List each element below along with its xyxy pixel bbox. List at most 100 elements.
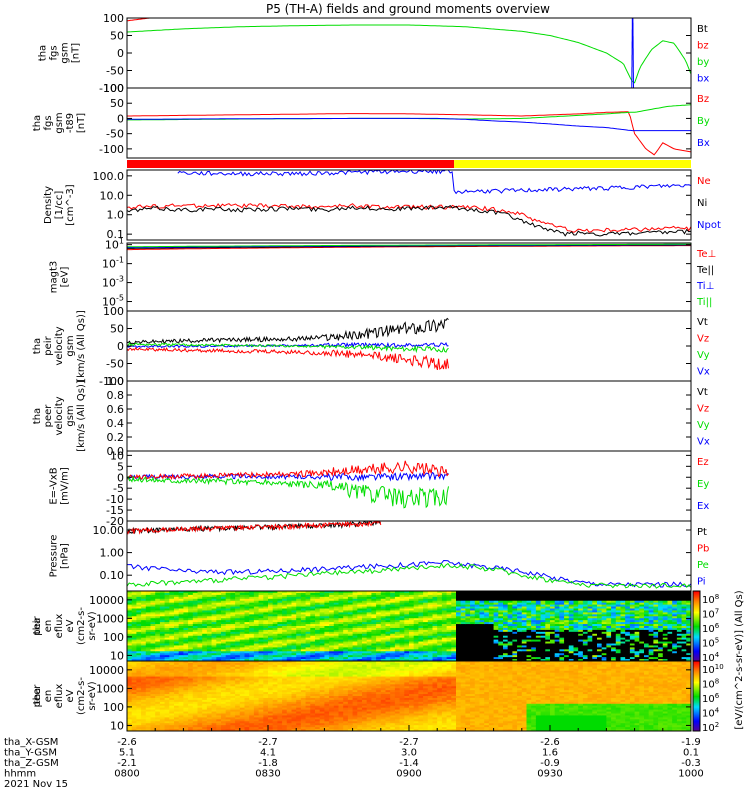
spectrogram-cell [315,653,321,656]
spectrogram-cell [597,655,603,658]
spectrogram-cell [286,655,293,658]
spectrogram-cell [493,637,499,641]
spectrogram-cell [174,635,180,639]
spectrogram-cell [634,594,640,598]
spectrogram-cell [418,633,424,637]
spectrogram-cell [409,600,415,604]
spectrogram-cell [244,629,250,633]
spectrogram-cell [606,614,612,617]
spectrogram-cell [258,612,264,615]
spectrogram-cell [310,651,316,654]
spectrogram-cell [470,620,476,623]
spectrogram-cell [268,591,274,594]
spectrogram-cell [310,612,316,615]
spectrogram-cell [676,610,683,613]
spectrogram-cell [625,659,631,661]
spectrogram-cell [446,659,452,661]
spectrogram-cell [526,594,532,598]
spectrogram-cell [249,651,255,654]
spectrogram-cell [578,624,584,627]
spectrogram-cell [272,635,278,639]
spectrogram-cell [141,723,147,726]
spectrogram-cell [343,639,349,643]
spectrogram-cell [620,637,626,641]
legend-magt3-0: Te⊥ [696,249,716,260]
spectrogram-cell [357,659,363,661]
spectrogram-cell [150,705,156,709]
spectrogram-cell [587,651,593,654]
spectrogram-cell [221,643,227,647]
spectrogram-cell [376,633,382,637]
spectrogram-cell [286,610,293,613]
spectrogram-cell [517,591,523,594]
spectrogram-cell [296,629,302,633]
legend-density-1: Ni [697,198,707,209]
spectrogram-cell [357,598,363,602]
spectrogram-cell [131,639,137,643]
spectrogram-cell [145,668,152,672]
spectrogram-cell [404,598,410,602]
spectrogram-cell [615,651,622,654]
spectrogram-cell [540,616,546,619]
spectrogram-cell [225,653,231,656]
spectrogram-cell [357,639,363,643]
spectrogram-cell [263,598,269,602]
spectrogram-cell [535,627,542,631]
spectrogram-cell [517,631,523,635]
spectrogram-cell [366,596,372,600]
spectrogram-cell [221,639,227,643]
spectrogram-cell [418,651,424,654]
spectrogram-cell [324,629,330,633]
spectrogram-cell [347,643,354,647]
spectrogram-cell [686,647,691,650]
spectrogram-cell [507,633,513,637]
spectrogram-cell [155,643,161,647]
spectrogram-cell [465,622,471,625]
spectrogram-cell [206,653,213,656]
spectrogram-cell [413,592,419,596]
spectrogram-cell [136,624,142,627]
spectrogram-cell [639,624,645,627]
spectrogram-cell [390,614,396,617]
spectrogram-cell [554,659,560,661]
spectrogram-cell [615,643,622,647]
spectrogram-cell [507,598,513,602]
spectrogram-cell [310,604,316,608]
spectrogram-cell [470,655,476,658]
spectrogram-cell [329,602,335,606]
series-magt3-Te⊥ [127,245,691,251]
spectrogram-cell [573,627,579,631]
spectrogram-cell [559,637,565,641]
spectrogram-cell [169,606,175,610]
spectrogram-cell [188,639,194,643]
spectrogram-cell [155,649,161,652]
spectrogram-cell [127,703,133,707]
spectrogram-cell [286,645,293,648]
series-fgs-gsm-t89-Bx [127,117,691,132]
spectrogram-cell [686,591,691,594]
spectrogram-cell [507,657,513,660]
spectrogram-cell [526,620,532,623]
spectrogram-cell [159,680,166,683]
e-vxb-ytick-label: -15 [106,504,124,517]
spectrogram-cell [676,614,683,617]
spectrogram-cell [503,629,509,633]
spectrogram-cell [380,610,387,613]
spectrogram-cell [272,600,278,604]
spectrogram-cell [127,676,133,680]
spectrogram-cell [145,606,152,610]
spectrogram-cell [239,608,246,612]
spectrogram-cell [343,614,349,617]
spectrogram-cell [644,624,650,627]
spectrogram-cell [554,641,560,645]
spectrogram-cell [399,602,405,606]
spectrogram-cell [451,614,457,617]
spectrogram-cell [456,610,462,613]
spectrogram-cell [150,629,156,633]
fgs-gsm-t89-ylabel: gsm [54,112,65,133]
spectrogram-cell [385,596,391,600]
spectrogram-cell [192,608,199,612]
spectrogram-cell [141,602,147,606]
spectrogram-cell [662,655,669,658]
spectrogram-cell [174,659,180,661]
